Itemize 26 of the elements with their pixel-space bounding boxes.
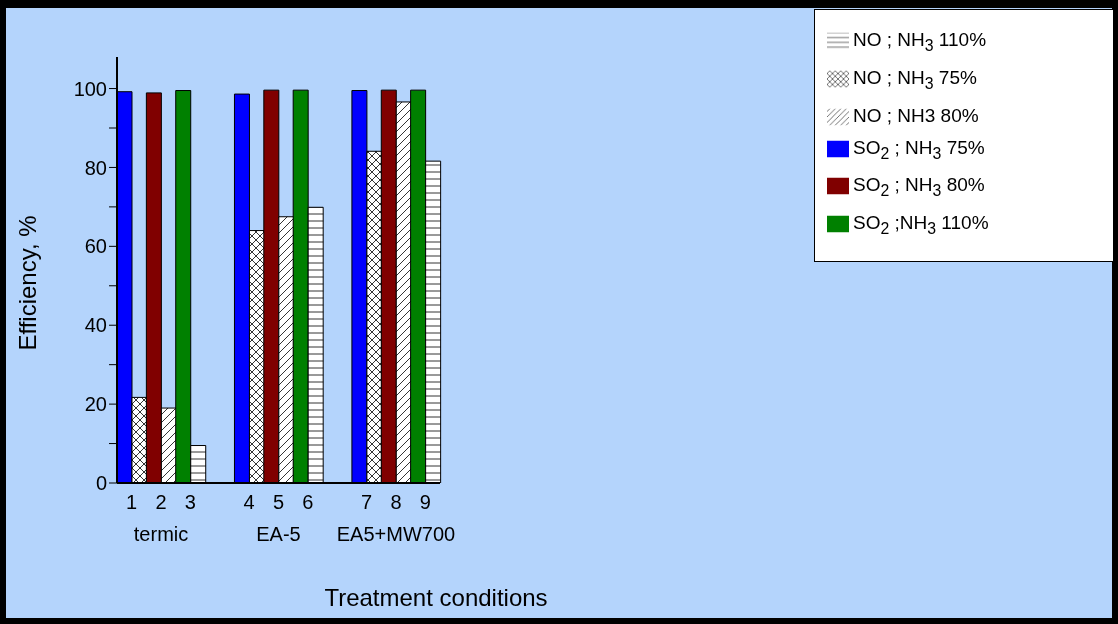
legend-label: NO ; NH$_{3}$ 110% [853,29,987,54]
x-tick-label: 9 [419,491,431,513]
text: termic [133,523,189,545]
y-tick-label: 100 [73,77,107,100]
x-tick-label: 8 [390,491,402,513]
legend-label: SO$_{2}$ ; NH$_{3}$ 80% [853,174,985,200]
y-tick-label: 40 [84,314,107,337]
y-tick-label: 60 [84,235,107,258]
y-tick-label: 20 [84,393,107,416]
x-axis-title: Treatment conditions [324,584,548,612]
text: EA-5 [256,523,301,545]
legend-label: SO$_{2}$ ;NH$_{3}$ 110% [853,212,989,237]
x-tick-label: 3 [184,491,196,513]
legend-label: NO ; NH3 80% [853,104,979,126]
text: EA5+MW700 [336,523,456,545]
x-tick-label: 5 [272,491,285,513]
legend-label: SO$_{2}$ ; NH$_{3}$ 75% [853,136,985,162]
x-tick-label: 7 [361,491,373,513]
x-tick-label: 2 [155,491,167,513]
y-tick-label: 0 [95,472,107,495]
y-tick-label: 80 [84,156,107,179]
x-tick-label: 4 [243,491,255,513]
x-tick-label: 6 [302,491,314,513]
y-axis-title: Efficiency, % [14,215,42,351]
legend-label: NO ; NH$_{3}$ 75% [853,66,977,92]
x-tick-label: 1 [126,491,138,513]
